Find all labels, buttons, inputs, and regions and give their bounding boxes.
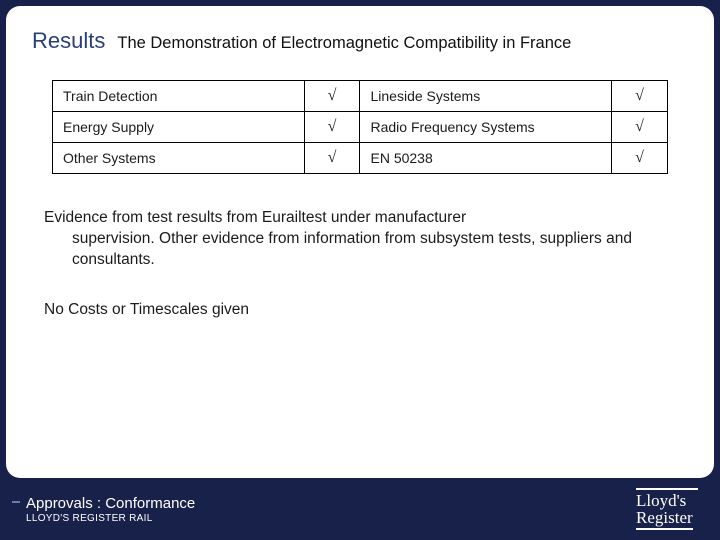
table-row: Other Systems √ EN 50238 √ — [53, 143, 668, 174]
table-row: Train Detection √ Lineside Systems √ — [53, 81, 668, 112]
logo-text-bottom: Register — [636, 510, 693, 530]
paragraph-line: supervision. Other evidence from informa… — [44, 229, 676, 271]
evidence-paragraph: Evidence from test results from Eurailte… — [44, 208, 676, 271]
footer-title-b: : Conformance — [97, 495, 195, 512]
cell-check: √ — [304, 112, 360, 143]
cell-check: √ — [304, 143, 360, 174]
footer-left: Approvals : Conformance LLOYD'S REGISTER… — [26, 495, 195, 524]
footer-title-a: Approvals — [26, 495, 97, 512]
cell-label: Other Systems — [53, 143, 305, 174]
results-heading: Results — [32, 28, 105, 54]
footer-title: Approvals : Conformance — [26, 495, 195, 512]
slide-subtitle: The Demonstration of Electromagnetic Com… — [117, 34, 571, 53]
slide-panel: Results The Demonstration of Electromagn… — [6, 6, 714, 478]
cell-check: √ — [612, 112, 668, 143]
compatibility-table: Train Detection √ Lineside Systems √ Ene… — [52, 80, 668, 174]
cell-label: Train Detection — [53, 81, 305, 112]
cell-label: Radio Frequency Systems — [360, 112, 612, 143]
cell-check: √ — [304, 81, 360, 112]
cell-check: √ — [612, 81, 668, 112]
slide-footer: Approvals : Conformance LLOYD'S REGISTER… — [0, 478, 720, 540]
paragraph-line: Evidence from test results from Eurailte… — [44, 209, 466, 226]
cell-check: √ — [612, 143, 668, 174]
cell-label: EN 50238 — [360, 143, 612, 174]
title-row: Results The Demonstration of Electromagn… — [32, 28, 688, 54]
closing-line: No Costs or Timescales given — [44, 301, 676, 319]
footer-subtitle: LLOYD'S REGISTER RAIL — [26, 513, 195, 524]
table-row: Energy Supply √ Radio Frequency Systems … — [53, 112, 668, 143]
lloyds-register-logo: Lloyd's Register — [636, 488, 698, 529]
logo-rule-icon — [636, 488, 698, 490]
cell-label: Energy Supply — [53, 112, 305, 143]
cell-label: Lineside Systems — [360, 81, 612, 112]
